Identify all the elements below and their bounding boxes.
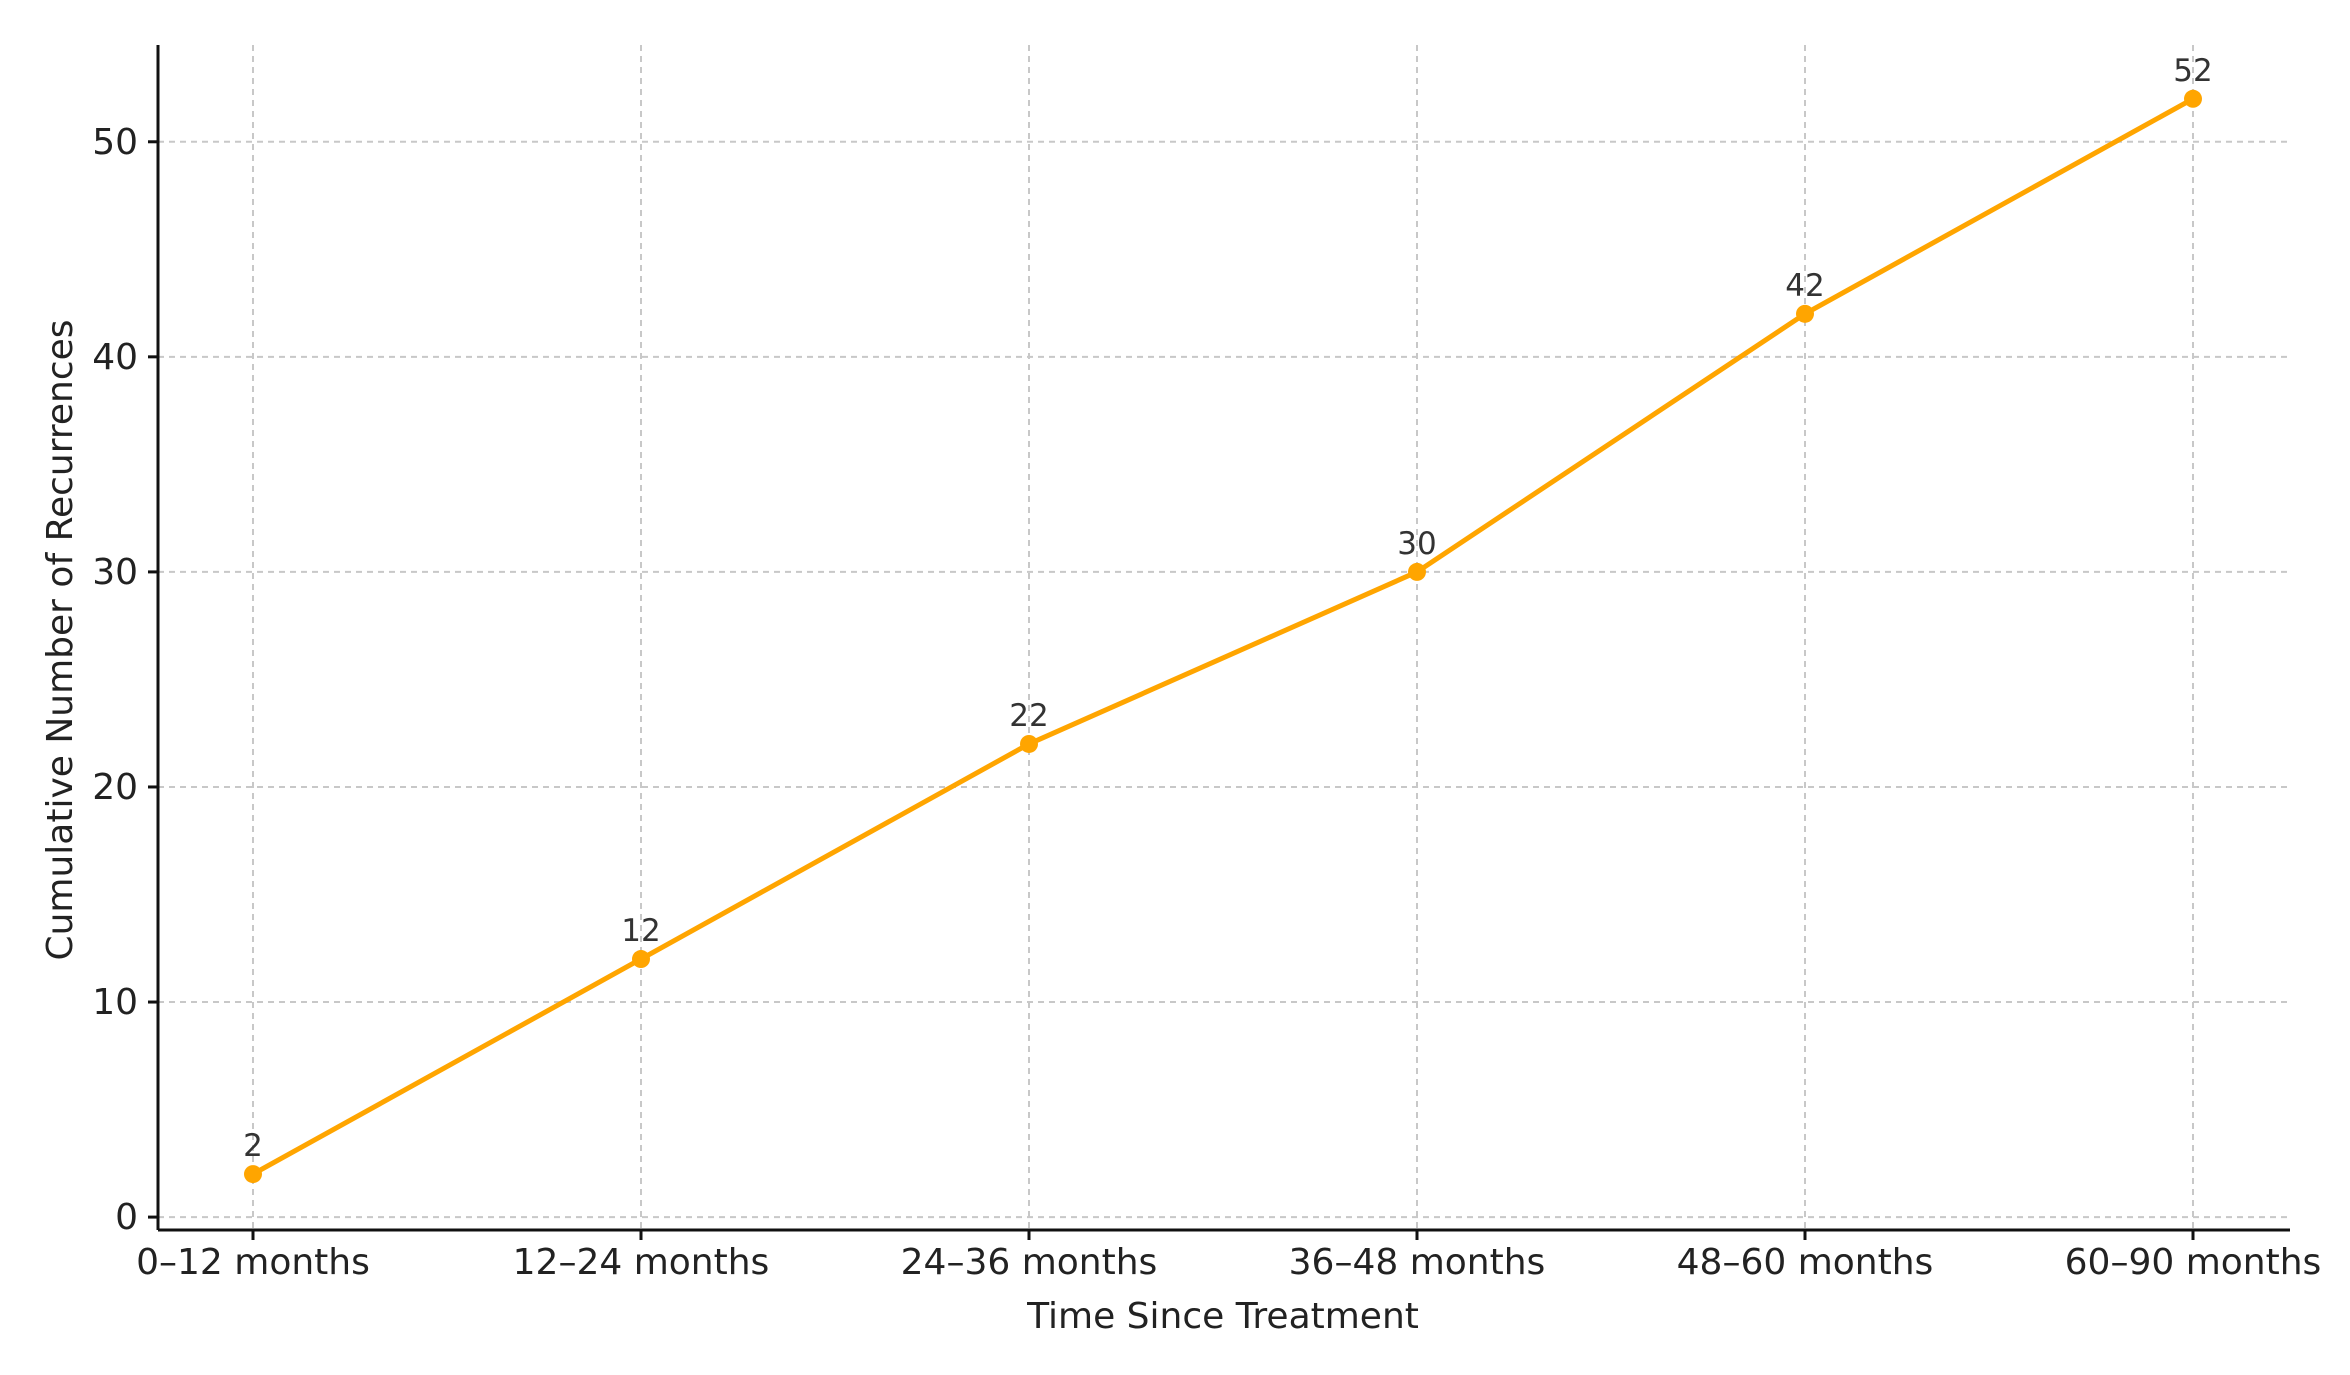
- x-tick-label: 48–60 months: [1677, 1242, 1934, 1283]
- y-tick-label: 20: [92, 767, 138, 808]
- series-layer: [244, 89, 2202, 1184]
- data-labels-layer: 2 12 22 30 42 52: [243, 53, 2213, 1164]
- data-label: 30: [1397, 526, 1436, 562]
- ticks-layer: 0 10 20 30 40 50 0–12 months 12–24 months 24–36 …: [92, 122, 2321, 1283]
- data-point: [244, 1165, 262, 1184]
- x-tick-label: 60–90 months: [2065, 1242, 2322, 1283]
- axes-layer: [156, 45, 2290, 1232]
- data-label: 22: [1009, 698, 1048, 734]
- y-tick-label: 50: [92, 122, 138, 163]
- data-point: [632, 950, 650, 969]
- x-tick-label: 12–24 months: [513, 1242, 770, 1283]
- grid-layer: [158, 45, 2290, 1230]
- data-point: [1796, 304, 1814, 323]
- x-tick-label: 0–12 months: [136, 1242, 370, 1283]
- data-point: [2184, 89, 2202, 108]
- y-tick-label: 30: [92, 552, 138, 593]
- data-label: 2: [243, 1128, 263, 1164]
- x-tick-label: 36–48 months: [1289, 1242, 1546, 1283]
- y-tick-label: 10: [92, 982, 138, 1023]
- x-tick-label: 24–36 months: [901, 1242, 1158, 1283]
- data-point: [1408, 562, 1426, 581]
- data-label: 52: [2173, 53, 2212, 89]
- data-label: 42: [1785, 268, 1824, 304]
- y-tick-label: 40: [92, 337, 138, 378]
- x-axis-title: Time Since Treatment: [1026, 1296, 1419, 1337]
- data-label: 12: [621, 913, 660, 949]
- data-point: [1020, 734, 1038, 753]
- series-line: [250, 96, 2196, 1177]
- y-axis-title: Cumulative Number of Recurrences: [40, 319, 81, 960]
- y-tick-label: 0: [115, 1197, 138, 1238]
